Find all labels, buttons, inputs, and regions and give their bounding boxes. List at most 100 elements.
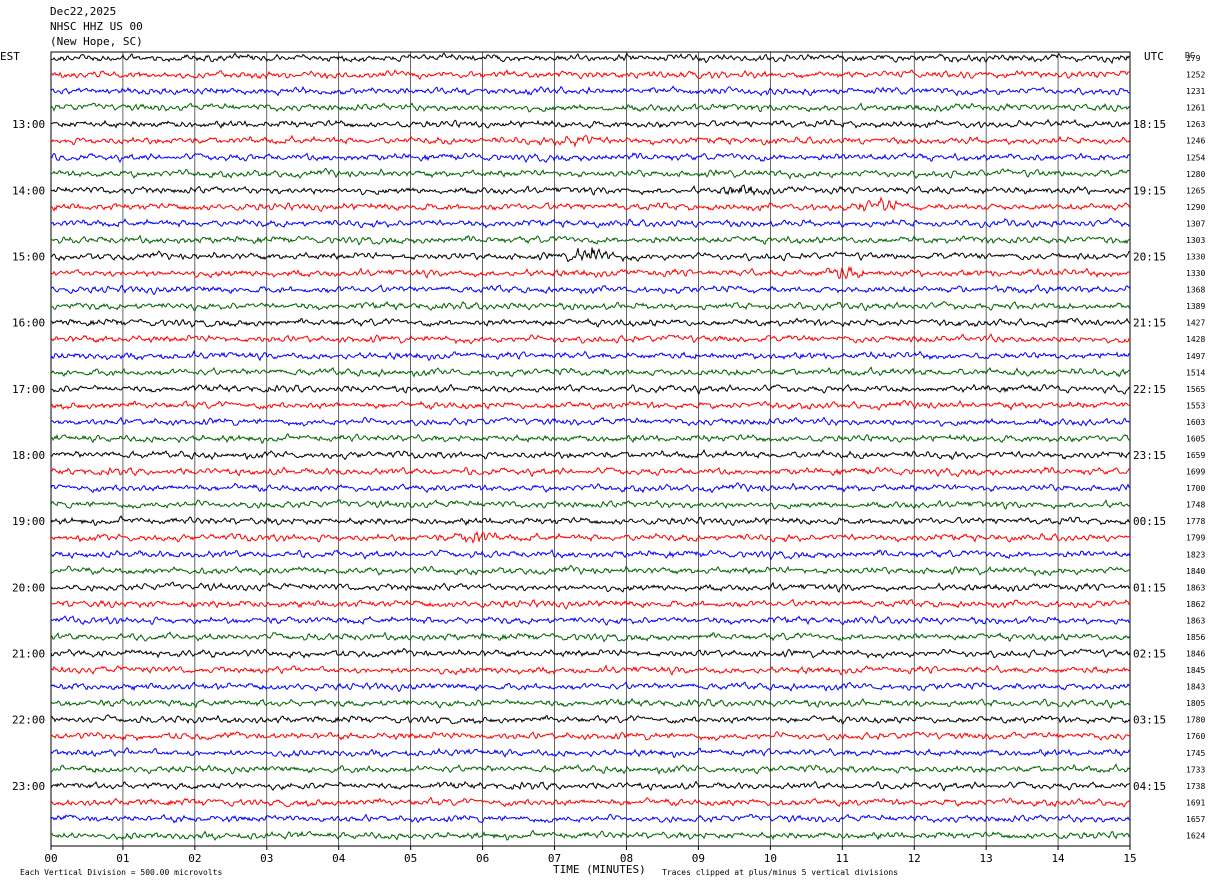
seismogram-trace	[50, 448, 1131, 461]
seismogram-trace	[50, 399, 1131, 411]
seismogram-trace	[50, 416, 1131, 427]
dc-offset-label: 1805	[1186, 699, 1205, 708]
est-hour-label: 14:00	[12, 184, 45, 197]
est-hour-label: 16:00	[12, 317, 45, 330]
utc-hour-label: 19:15	[1133, 184, 1166, 197]
x-axis-title: TIME (MINUTES)	[553, 863, 646, 876]
seismogram-trace	[50, 564, 1131, 577]
dc-offset-label: 1843	[1186, 683, 1205, 692]
dc-offset-label: 1700	[1186, 484, 1205, 493]
dc-offset-label: 1863	[1186, 616, 1205, 625]
seismogram-trace	[50, 780, 1131, 792]
seismogram-trace	[50, 350, 1131, 362]
dc-offset-label: 1307	[1186, 219, 1205, 228]
x-tick-label: 04	[332, 852, 346, 865]
seismogram-trace	[50, 383, 1131, 395]
station-label: NHSC HHZ US 00	[50, 20, 143, 33]
seismogram-trace	[50, 102, 1131, 113]
dc-offset-label: 1254	[1186, 153, 1205, 162]
seismogram-trace	[51, 300, 1131, 312]
utc-hour-label: 23:15	[1133, 449, 1166, 462]
dc-offset-label: 1846	[1186, 650, 1205, 659]
utc-hour-label: 22:15	[1133, 383, 1166, 396]
dc-offset-label: 1428	[1186, 335, 1205, 344]
dc-offset-label: 1263	[1186, 120, 1205, 129]
est-hour-label: 18:00	[12, 449, 45, 462]
seismogram-trace	[50, 515, 1131, 527]
plot-frame	[50, 51, 1131, 847]
dc-offset-label: 1760	[1186, 732, 1205, 741]
seismogram-trace	[50, 217, 1131, 229]
est-axis-title: EST	[0, 50, 20, 63]
seismogram-trace	[50, 631, 1131, 643]
seismogram-trace	[50, 615, 1131, 626]
label-layer: 00 01 02 03 04 05 06 07 08 09 10 11 12 13 14 15 279 1252 1…	[12, 54, 1205, 865]
dc-offset-label: 1303	[1186, 236, 1205, 245]
dc-offset-label: 1780	[1186, 716, 1205, 725]
seismogram-trace	[50, 530, 1131, 544]
utc-hour-label: 02:15	[1133, 648, 1166, 661]
dc-offset-label: 1605	[1186, 434, 1205, 443]
seismogram-trace	[50, 664, 1131, 676]
est-hour-label: 19:00	[12, 515, 45, 528]
dc-offset-label: 1514	[1186, 368, 1205, 377]
seismogram-trace	[50, 714, 1131, 725]
seismogram-trace	[50, 548, 1131, 561]
dc-offset-label: 1290	[1186, 203, 1205, 212]
dc-offset-label: 1823	[1186, 550, 1205, 559]
dc-offset-label: 1840	[1186, 567, 1205, 576]
x-tick-label: 13	[980, 852, 993, 865]
seismogram-trace	[50, 581, 1131, 593]
x-tick-label: 14	[1051, 852, 1065, 865]
seismogram-trace	[50, 466, 1131, 478]
utc-hour-label: 21:15	[1133, 317, 1166, 330]
dc-offset-label: 1699	[1186, 468, 1205, 477]
dc-offset-label: 1280	[1186, 170, 1205, 179]
dc-offset-label: 1863	[1186, 583, 1205, 592]
seismogram-trace	[50, 697, 1131, 709]
dc-offset-label: 1778	[1186, 517, 1205, 526]
seismogram-trace	[50, 167, 1131, 180]
est-hour-label: 15:00	[12, 251, 45, 264]
est-hour-label: 13:00	[12, 118, 45, 131]
seismogram-trace	[50, 482, 1131, 494]
scale-note: Each Vertical Division = 500.00 microvol…	[20, 868, 223, 877]
est-hour-label: 23:00	[12, 780, 45, 793]
x-tick-label: 12	[908, 852, 921, 865]
x-tick-label: 06	[476, 852, 489, 865]
x-tick-label: 08	[620, 852, 633, 865]
utc-hour-label: 18:15	[1133, 118, 1166, 131]
x-tick-label: 05	[404, 852, 417, 865]
utc-hour-label: 04:15	[1133, 780, 1166, 793]
x-tick-label: 03	[260, 852, 273, 865]
dc-offset-label: 1389	[1186, 302, 1205, 311]
dc-offset-label: 1330	[1186, 269, 1205, 278]
dc-offset-label: 1565	[1186, 385, 1205, 394]
dc-offset-label: 1252	[1186, 71, 1205, 80]
utc-hour-label: 01:15	[1133, 581, 1166, 594]
seismogram-trace	[50, 681, 1131, 693]
seismogram-trace	[50, 366, 1131, 378]
seismogram-trace	[50, 829, 1131, 842]
x-tick-label: 11	[836, 852, 849, 865]
clip-note: Traces clipped at plus/minus 5 vertical …	[662, 868, 899, 877]
dc-offset-label: 1657	[1186, 815, 1205, 824]
x-tick-label: 10	[764, 852, 777, 865]
seismogram-trace	[50, 333, 1131, 345]
trace-layer	[50, 52, 1131, 842]
dc-offset-label: 1330	[1186, 253, 1205, 262]
dc-offset-label: 1733	[1186, 765, 1205, 774]
seismogram-trace	[51, 68, 1131, 81]
seismogram-trace	[50, 134, 1131, 148]
x-tick-label: 00	[44, 852, 57, 865]
x-tick-label: 02	[188, 852, 201, 865]
seismogram-trace	[50, 796, 1131, 808]
dc-offset-label: 1738	[1186, 782, 1205, 791]
seismogram-trace	[50, 52, 1131, 65]
seismogram-trace	[50, 763, 1131, 775]
seismogram-trace	[50, 265, 1131, 280]
dc-offset-label: 1856	[1186, 633, 1205, 642]
seismogram-trace	[50, 196, 1131, 213]
seismogram-trace	[50, 433, 1131, 444]
utc-axis-title: UTC	[1144, 50, 1164, 63]
